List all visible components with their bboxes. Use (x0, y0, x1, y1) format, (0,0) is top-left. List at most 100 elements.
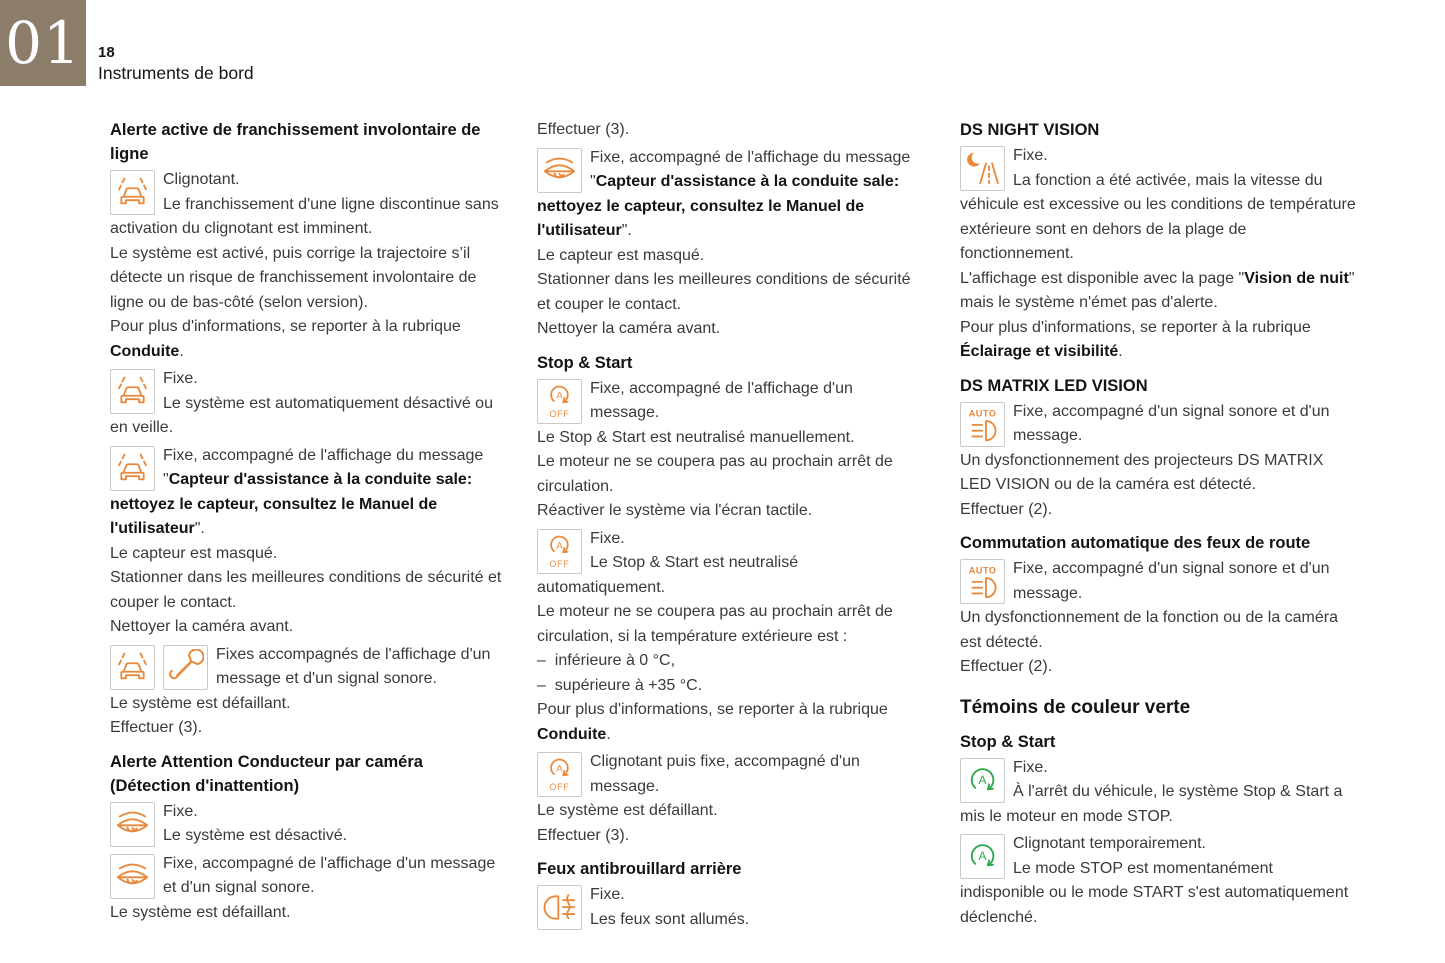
page-number: 18 (98, 44, 115, 61)
lane-departure-warning-icon (114, 649, 151, 686)
indicator-icon-box (960, 834, 1005, 879)
column-3: DS NIGHT VISION Fixe. La fonction a été … (960, 118, 1357, 935)
indicator-description: La fonction a été activée, mais la vites… (960, 171, 1356, 263)
auto-main-beam-headlight-icon (964, 563, 1001, 600)
indicator-icon-box (537, 885, 582, 930)
page-section-title: Instruments de bord (98, 63, 254, 83)
indicator-heading: Alerte Attention Conducteur par caméra (… (110, 752, 423, 795)
indicator-description: Le capteur est masqué. (110, 544, 278, 562)
indicator-description: Effectuer (2). (960, 500, 1053, 518)
indicator-entry: Fixe. Le système est désactivé. (110, 800, 503, 849)
indicator-description: Les feux sont allumés. (590, 910, 750, 928)
indicator-entry: Fixe, accompagné d'un signal sonore et d… (960, 400, 1357, 523)
indicator-description: Effectuer (3). (537, 121, 630, 138)
indicator-icon-box (163, 644, 208, 690)
indicator-icon-box (960, 757, 1005, 803)
indicator-description: Le système est activé, puis corrige la t… (110, 244, 477, 311)
green-indicators-section-heading: Témoins de couleur verte (960, 696, 1191, 718)
indicator-description: Réactiver le système via l'écran tactile… (537, 502, 813, 519)
indicator-icon-box (110, 644, 155, 690)
indicator-list-item: – inférieure à 0 °C, (537, 652, 676, 669)
indicator-description: Le système est désactivé. (163, 827, 348, 844)
indicator-description: Le système est automatiquement désactivé… (110, 394, 493, 437)
indicator-entry: Clignotant temporairement. Le mode STOP … (960, 832, 1357, 930)
indicator-description: Le mode STOP est momentanément indisponi… (960, 859, 1349, 926)
indicator-description: Le système est défaillant. (537, 802, 718, 819)
indicator-description: Fixe. (590, 529, 625, 547)
indicator-description: Un dysfonctionnement de la fonction ou d… (960, 609, 1339, 651)
night-vision-icon (964, 150, 1001, 187)
indicator-entry: Fixe. La fonction a été activée, mais la… (960, 144, 1357, 365)
indicator-icon-box (110, 801, 155, 847)
stop-start-off-icon (541, 756, 578, 793)
indicator-heading: Feux antibrouillard arrière (537, 860, 742, 878)
indicator-description: Nettoyer la caméra avant. (110, 618, 294, 635)
lane-departure-warning-icon (114, 174, 151, 211)
indicator-entry: Fixe. Le système est automatiquement dés… (110, 367, 503, 441)
indicator-icon-box (537, 528, 582, 574)
indicator-entry: Fixe. À l'arrêt du véhicule, le système … (960, 756, 1357, 830)
indicator-heading: Alerte active de franchissement involont… (110, 121, 481, 163)
indicator-description: Le moteur ne se coupera pas au prochain … (537, 453, 893, 495)
indicator-description: Fixe, accompagné de l'affichage du messa… (110, 446, 484, 538)
indicator-description: Fixe, accompagné d'un signal sonore et d… (1013, 402, 1330, 445)
indicator-heading: Stop & Start (537, 353, 633, 372)
stop-start-off-icon (541, 383, 578, 420)
indicator-icon-box (537, 752, 582, 797)
indicator-icon-box (537, 147, 582, 193)
indicator-description: Fixe. (163, 370, 198, 387)
column-2: Effectuer (3). Fixe, accompagné de l'aff… (537, 118, 926, 935)
indicator-description: À l'arrêt du véhicule, le système Stop &… (960, 783, 1343, 825)
indicator-description: Clignotant puis fixe, accompagné d'un me… (590, 753, 860, 795)
chapter-number: 01 (5, 9, 81, 77)
indicator-heading: Stop & Start (960, 732, 1056, 751)
indicator-icon-box (110, 369, 155, 414)
auto-main-beam-headlight-icon (964, 406, 1001, 443)
indicator-description: Le système est défaillant. (110, 694, 291, 712)
indicator-description: Fixe. (1013, 758, 1048, 776)
indicator-description: Nettoyer la caméra avant. (537, 320, 721, 337)
indicator-entry: Fixe, accompagné de l'affichage d'un mes… (537, 377, 926, 524)
indicator-description: L'affichage est disponible avec la page … (960, 269, 1355, 312)
indicator-entry: Clignotant puis fixe, accompagné d'un me… (537, 750, 926, 848)
indicator-description: Le franchissement d'une ligne discontinu… (110, 195, 499, 238)
stop-start-off-icon (541, 533, 578, 570)
indicator-entry: Fixe. Les feux sont allumés. (537, 883, 926, 932)
stop-start-icon (964, 838, 1001, 875)
indicator-description: Clignotant temporairement. (1013, 835, 1206, 852)
indicator-description: Effectuer (3). (110, 719, 203, 736)
page-content: Alerte active de franchissement involont… (110, 118, 1357, 935)
indicator-icon-box (960, 559, 1005, 604)
indicator-entry: Fixe, accompagné de l'affichage d'un mes… (110, 852, 503, 926)
indicator-description: Fixe. (163, 802, 198, 820)
indicator-entry: Fixe. Le Stop & Start est neutralisé aut… (537, 527, 926, 748)
indicator-entry: Clignotant. Le franchissement d'une lign… (110, 168, 503, 364)
page-header: 18 Instruments de bord (98, 44, 254, 84)
indicator-heading: DS MATRIX LED VISION (960, 376, 1148, 395)
indicator-description: Stationner dans les meilleures condition… (110, 569, 502, 611)
indicator-description: Le système est défaillant. (110, 903, 291, 921)
indicator-description: Pour plus d'informations, se reporter à … (960, 318, 1311, 361)
indicator-description: Le capteur est masqué. (537, 246, 705, 264)
indicator-icon-box (110, 170, 155, 215)
indicator-icon-box (960, 401, 1005, 447)
driver-attention-eye-icon (114, 806, 151, 843)
service-wrench-icon (167, 649, 204, 686)
indicator-description: Un dysfonctionnement des projecteurs DS … (960, 451, 1324, 494)
stop-start-icon (964, 762, 1001, 799)
indicator-description: Fixe. (1013, 147, 1048, 164)
indicator-description: Fixes accompagnés de l'affichage d'un me… (216, 645, 491, 688)
indicator-description: Pour plus d'informations, se reporter à … (537, 701, 888, 743)
indicator-description: Fixe. (590, 886, 625, 903)
column-1: Alerte active de franchissement involont… (110, 118, 503, 935)
indicator-description: Fixe, accompagné d'un signal sonore et d… (1013, 560, 1330, 602)
indicator-icon-box (110, 853, 155, 899)
indicator-description: Clignotant. (163, 171, 240, 188)
indicator-description: Effectuer (2). (960, 658, 1053, 675)
indicator-description: Fixe, accompagné de l'affichage d'un mes… (590, 379, 853, 422)
indicator-entry: Fixe, accompagné de l'affichage du messa… (537, 146, 926, 342)
indicator-heading: DS NIGHT VISION (960, 121, 1100, 139)
indicator-icon-box (537, 378, 582, 424)
rear-fog-lights-icon (541, 889, 578, 926)
driver-attention-eye-icon (114, 858, 151, 895)
